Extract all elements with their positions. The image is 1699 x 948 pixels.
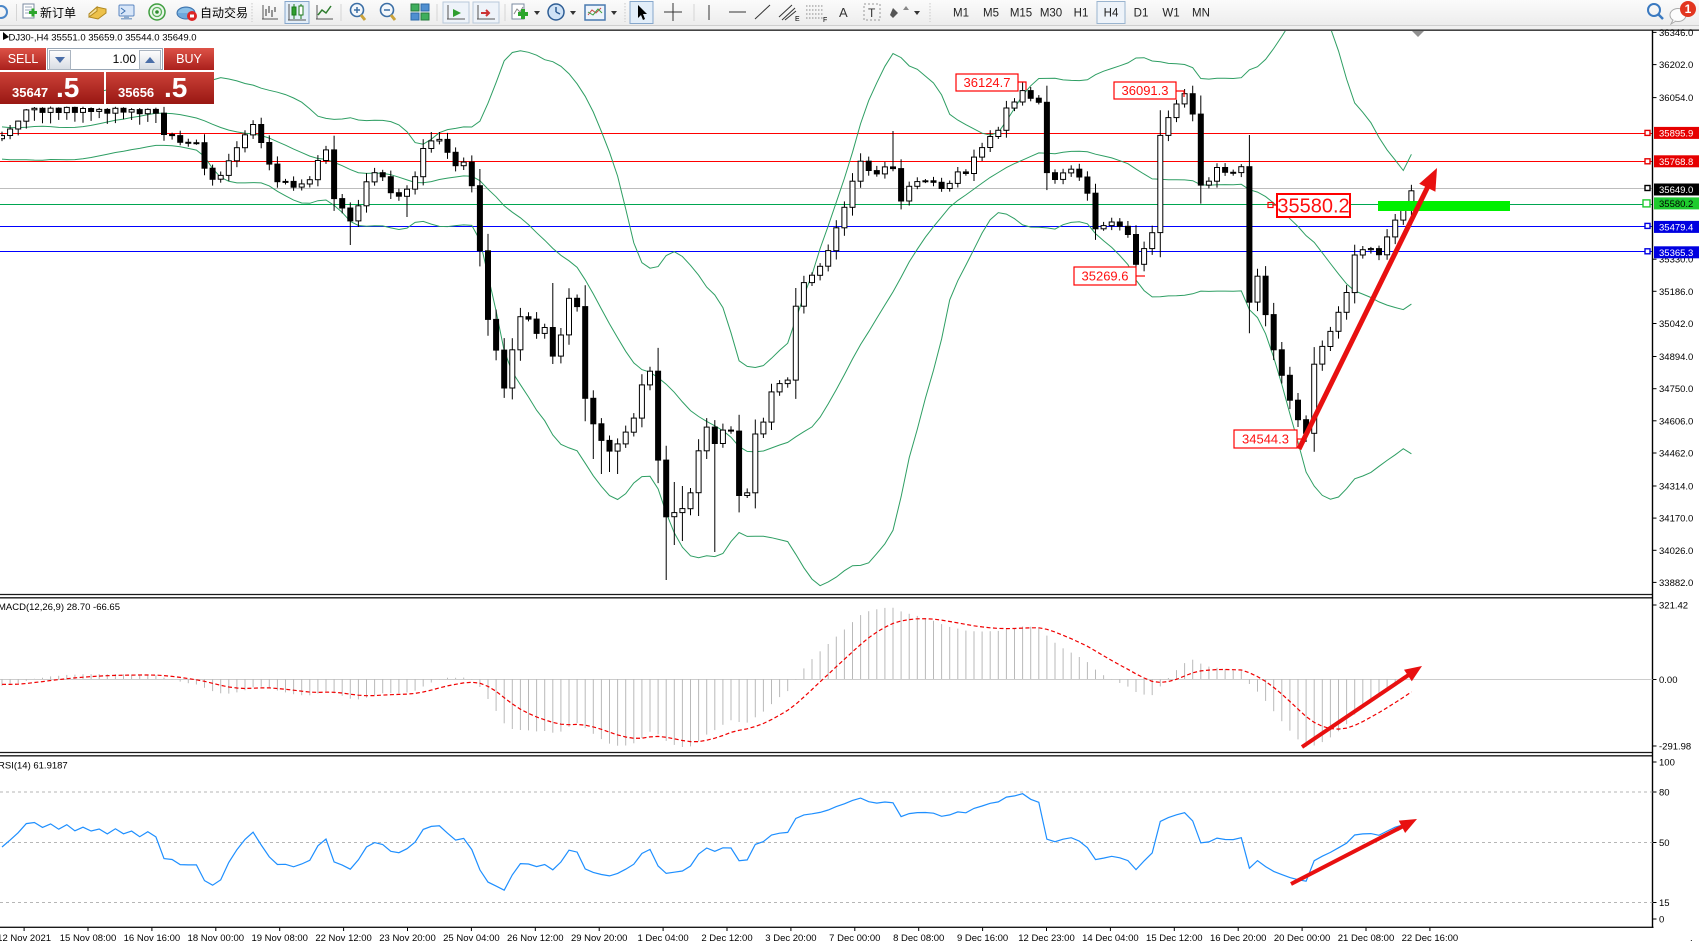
- svg-text:34170.0: 34170.0: [1659, 514, 1693, 525]
- svg-text:36054.0: 36054.0: [1659, 93, 1693, 104]
- svg-text:33882.0: 33882.0: [1659, 578, 1693, 589]
- svg-text:7 Dec 00:00: 7 Dec 00:00: [829, 933, 880, 944]
- svg-text:34026.0: 34026.0: [1659, 546, 1693, 557]
- svg-text:A: A: [839, 5, 848, 20]
- svg-text:M1: M1: [953, 8, 969, 20]
- svg-text:23 Nov 20:00: 23 Nov 20:00: [379, 933, 436, 944]
- svg-text:34544.3: 34544.3: [1242, 432, 1289, 447]
- svg-text:.: .: [1690, 933, 1693, 944]
- svg-text:19 Nov 08:00: 19 Nov 08:00: [251, 933, 308, 944]
- svg-text:34314.0: 34314.0: [1659, 482, 1693, 493]
- svg-text:9 Dec 16:00: 9 Dec 16:00: [957, 933, 1008, 944]
- svg-text:29 Nov 20:00: 29 Nov 20:00: [571, 933, 628, 944]
- svg-text:26 Nov 12:00: 26 Nov 12:00: [507, 933, 564, 944]
- svg-text:15 Dec 12:00: 15 Dec 12:00: [1146, 933, 1203, 944]
- svg-text:35042.0: 35042.0: [1659, 319, 1693, 330]
- svg-text:35649.0: 35649.0: [1659, 185, 1693, 196]
- svg-text:21 Dec 08:00: 21 Dec 08:00: [1338, 933, 1395, 944]
- svg-text:15 Nov 08:00: 15 Nov 08:00: [60, 933, 117, 944]
- svg-text:3 Dec 20:00: 3 Dec 20:00: [765, 933, 816, 944]
- svg-text:M15: M15: [1010, 8, 1032, 20]
- svg-text:36124.7: 36124.7: [964, 75, 1011, 90]
- svg-text:M5: M5: [983, 8, 999, 20]
- svg-text:35622.0: 35622.0: [1659, 197, 1693, 208]
- svg-text:D1: D1: [1134, 8, 1149, 20]
- svg-text:16 Dec 20:00: 16 Dec 20:00: [1210, 933, 1267, 944]
- svg-text:MN: MN: [1192, 8, 1210, 20]
- svg-text:H1: H1: [1074, 8, 1089, 20]
- svg-text:22 Nov 12:00: 22 Nov 12:00: [315, 933, 372, 944]
- svg-text:18 Nov 00:00: 18 Nov 00:00: [188, 933, 245, 944]
- svg-text:-291.98: -291.98: [1659, 742, 1691, 753]
- svg-text:H4: H4: [1104, 8, 1119, 20]
- svg-text:25 Nov 04:00: 25 Nov 04:00: [443, 933, 500, 944]
- svg-text:RSI(14) 61.9187: RSI(14) 61.9187: [0, 761, 68, 772]
- svg-text:34606.0: 34606.0: [1659, 416, 1693, 427]
- svg-text:35186.0: 35186.0: [1659, 287, 1693, 298]
- svg-text:35330.0: 35330.0: [1659, 255, 1693, 266]
- svg-text:14 Dec 04:00: 14 Dec 04:00: [1082, 933, 1139, 944]
- svg-text:35895.9: 35895.9: [1659, 129, 1693, 140]
- svg-text:MACD(12,26,9) 28.70 -66.65: MACD(12,26,9) 28.70 -66.65: [0, 602, 120, 613]
- svg-text:100: 100: [1659, 758, 1675, 769]
- svg-text:新订单: 新订单: [40, 5, 76, 20]
- svg-text:80: 80: [1659, 788, 1670, 799]
- svg-text:15: 15: [1659, 898, 1670, 909]
- svg-text:M30: M30: [1040, 8, 1062, 20]
- svg-text:35768.8: 35768.8: [1659, 157, 1693, 168]
- svg-text:50: 50: [1659, 838, 1670, 849]
- svg-text:36091.3: 36091.3: [1122, 83, 1169, 98]
- svg-text:36202.0: 36202.0: [1659, 60, 1693, 71]
- svg-text:DJ30-,H4 35551.0 35659.0 3554: DJ30-,H4 35551.0 35659.0 35544.0 35649.0: [9, 33, 197, 44]
- svg-text:2 Dec 12:00: 2 Dec 12:00: [701, 933, 752, 944]
- svg-text:1 Dec 04:00: 1 Dec 04:00: [637, 933, 688, 944]
- svg-text:F: F: [823, 17, 827, 24]
- svg-text:321.42: 321.42: [1659, 601, 1688, 612]
- svg-text:35365.3: 35365.3: [1659, 248, 1693, 259]
- svg-text:12 Nov 2021: 12 Nov 2021: [0, 933, 51, 944]
- svg-text:34750.0: 34750.0: [1659, 384, 1693, 395]
- svg-text:8 Dec 08:00: 8 Dec 08:00: [893, 933, 944, 944]
- svg-text:E: E: [795, 16, 800, 23]
- svg-text:22 Dec 16:00: 22 Dec 16:00: [1402, 933, 1459, 944]
- svg-text:35269.6: 35269.6: [1082, 269, 1129, 284]
- svg-text:34462.0: 34462.0: [1659, 449, 1693, 460]
- svg-text:35580.2: 35580.2: [1277, 196, 1349, 218]
- svg-text:16 Nov 16:00: 16 Nov 16:00: [124, 933, 181, 944]
- svg-text:12 Dec 23:00: 12 Dec 23:00: [1018, 933, 1075, 944]
- svg-text:0.00: 0.00: [1659, 675, 1678, 686]
- svg-text:36346.0: 36346.0: [1659, 28, 1693, 39]
- svg-text:W1: W1: [1162, 8, 1179, 20]
- svg-text:35580.2: 35580.2: [1659, 199, 1693, 210]
- svg-text:35479.4: 35479.4: [1659, 223, 1693, 234]
- svg-text:20 Dec 00:00: 20 Dec 00:00: [1274, 933, 1331, 944]
- svg-text:自动交易: 自动交易: [200, 5, 248, 20]
- svg-text:T: T: [868, 6, 876, 20]
- svg-text:34894.0: 34894.0: [1659, 352, 1693, 363]
- svg-text:1: 1: [1685, 2, 1692, 16]
- svg-text:0: 0: [1659, 915, 1664, 926]
